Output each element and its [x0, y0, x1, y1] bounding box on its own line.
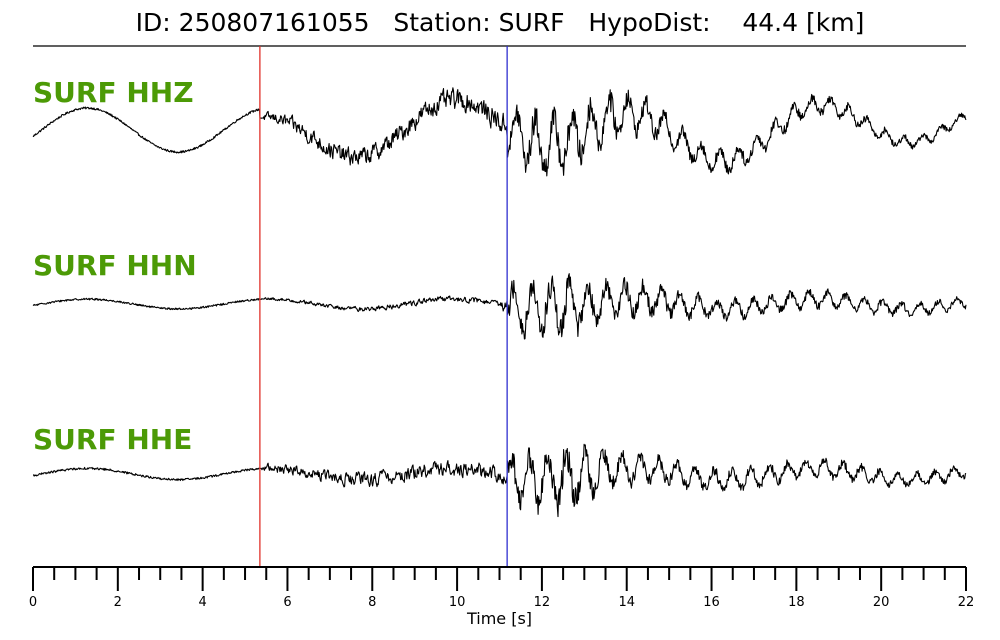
x-tick-label: 4: [198, 595, 206, 610]
x-tick-label: 20: [873, 595, 890, 610]
trace-label-surf-hhn: SURF HHN: [33, 249, 197, 282]
x-tick-label: 6: [283, 595, 291, 610]
trace-label-surf-hhz: SURF HHZ: [33, 76, 194, 109]
trace-surf-hhn: [32, 273, 967, 340]
x-tick-label: 12: [534, 595, 551, 610]
x-tick-label: 0: [29, 595, 37, 610]
x-tick-label: 10: [449, 595, 466, 610]
x-tick-label: 14: [618, 595, 635, 610]
trace-surf-hhe: [33, 443, 967, 518]
x-tick-label: 16: [703, 595, 720, 610]
x-tick-label: 18: [788, 595, 805, 610]
trace-label-surf-hhe: SURF HHE: [33, 423, 192, 456]
x-tick-label: 8: [368, 595, 376, 610]
x-tick-label: 2: [114, 595, 122, 610]
x-axis-label: Time [s]: [466, 609, 532, 628]
figure-title: ID: 250807161055 Station: SURF HypoDist:…: [135, 8, 865, 37]
x-tick-label: 22: [958, 595, 975, 610]
trace-surf-hhz: [32, 87, 967, 177]
